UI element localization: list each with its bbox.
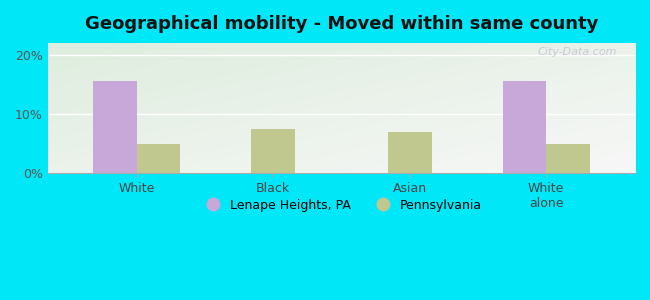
Bar xyxy=(546,144,590,173)
Title: Geographical mobility - Moved within same county: Geographical mobility - Moved within sam… xyxy=(84,15,598,33)
Bar xyxy=(252,129,295,173)
Legend: Lenape Heights, PA, Pennsylvania: Lenape Heights, PA, Pennsylvania xyxy=(196,194,488,217)
Bar xyxy=(93,82,136,173)
Bar xyxy=(136,144,180,173)
Bar xyxy=(502,82,546,173)
Bar xyxy=(388,132,432,173)
Text: City-Data.com: City-Data.com xyxy=(538,47,617,57)
